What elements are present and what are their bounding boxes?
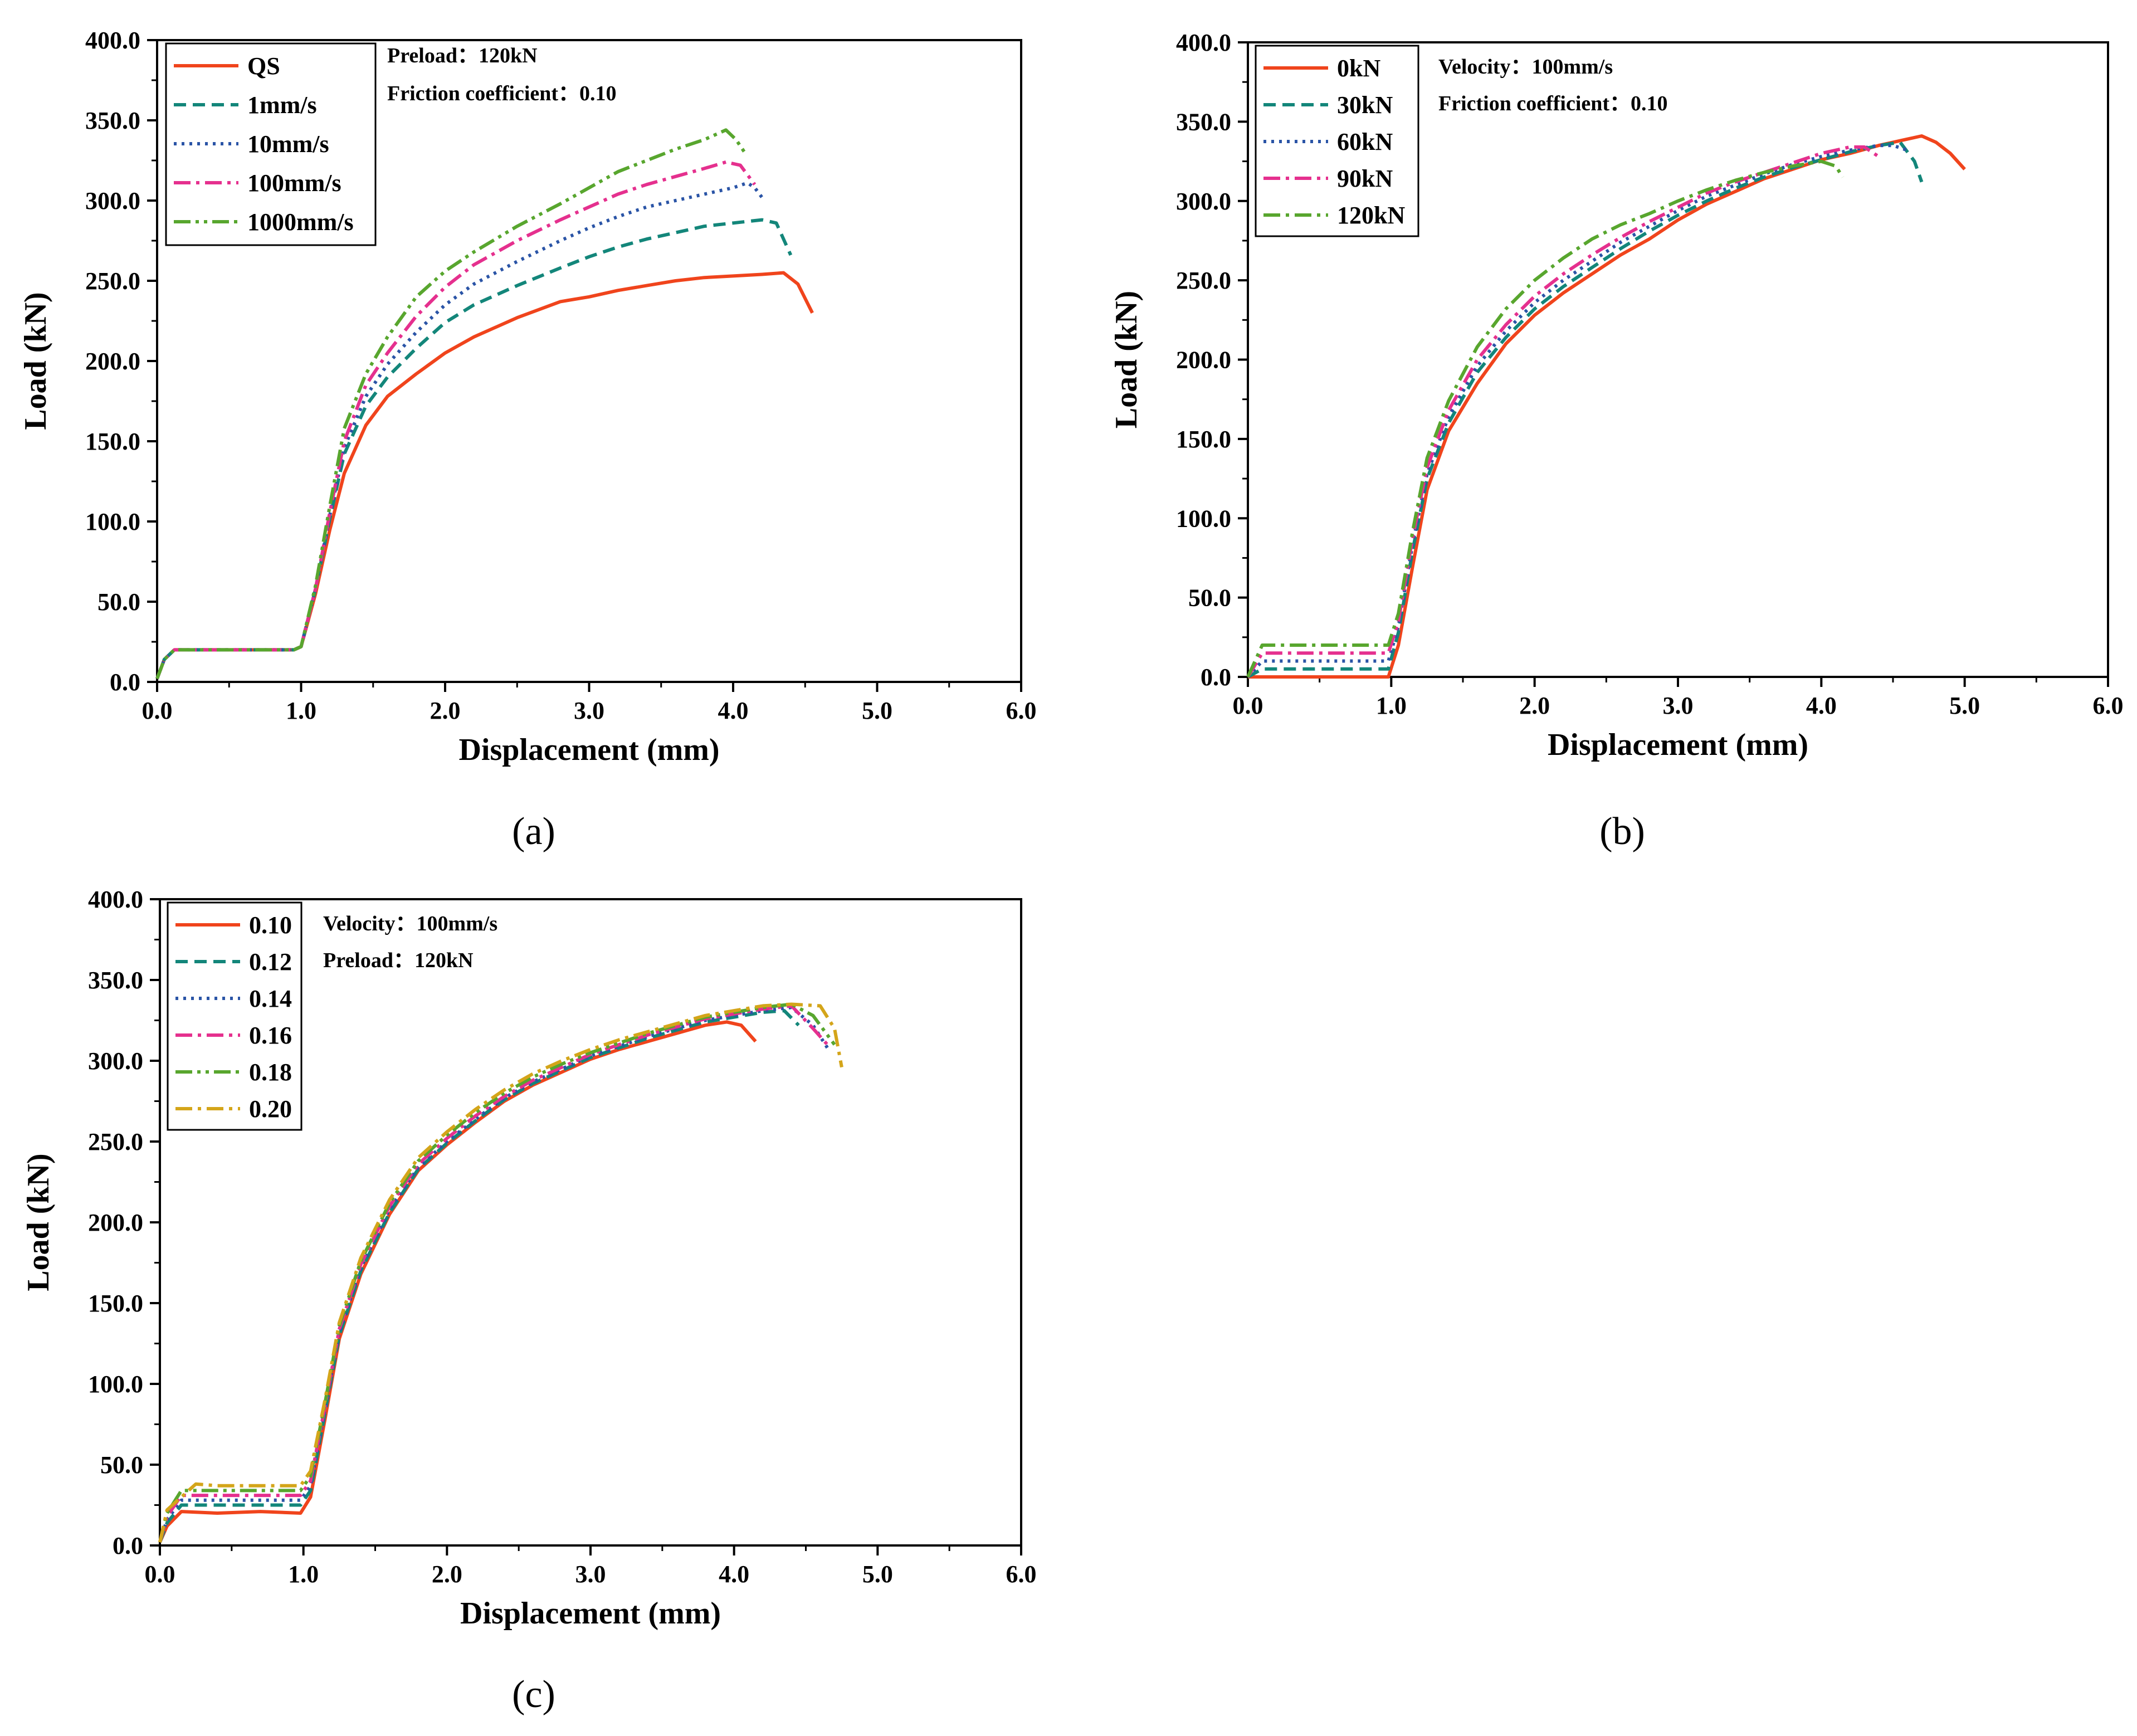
x-axis-title: Displacement (mm) (458, 733, 719, 767)
y-tick-label: 150.0 (88, 1290, 143, 1317)
y-tick-label: 200.0 (1176, 347, 1231, 374)
legend-label: 1mm/s (247, 91, 317, 119)
y-tick-label: 250.0 (88, 1128, 143, 1155)
y-tick-label: 50.0 (97, 588, 140, 616)
x-tick-label: 5.0 (862, 1561, 893, 1588)
y-tick-label: 300.0 (1176, 188, 1231, 215)
legend-label: 0.12 (249, 948, 292, 976)
annotation-text: Preload：120kN (387, 44, 538, 67)
series-line-0-12 (158, 1009, 800, 1543)
legend-label: 0.18 (249, 1059, 292, 1086)
legend-box (165, 42, 377, 246)
legend-label: 90kN (1337, 165, 1393, 192)
y-tick-label: 50.0 (100, 1451, 143, 1479)
y-axis-title: Load (kN) (18, 292, 53, 430)
series-line-90kN (1246, 145, 1880, 678)
annotation-text: Preload：120kN (323, 949, 474, 972)
y-tick-label: 350.0 (1176, 108, 1231, 135)
panel-label: (c) (512, 1673, 555, 1716)
x-tick-label: 4.0 (1806, 692, 1837, 719)
legend-label: 100mm/s (247, 169, 341, 197)
annotation-text: Velocity：100mm/s (1438, 55, 1613, 79)
y-tick-label: 300.0 (85, 187, 140, 214)
legend-label: 30kN (1337, 91, 1393, 119)
legend-label: 1000mm/s (247, 208, 354, 236)
y-tick-label: 350.0 (85, 107, 140, 134)
x-tick-label: 5.0 (862, 697, 892, 724)
annotation-text: Velocity：100mm/s (323, 912, 497, 935)
x-tick-label: 2.0 (1519, 692, 1550, 719)
y-axis-title: Load (kN) (21, 1153, 56, 1291)
y-axis-title: Load (kN) (1109, 291, 1144, 428)
legend-label: QS (247, 52, 280, 80)
y-tick-label: 150.0 (1176, 426, 1231, 453)
series-line-0-20 (158, 1002, 843, 1543)
x-tick-label: 3.0 (575, 1561, 606, 1588)
y-tick-label: 0.0 (113, 1532, 143, 1559)
y-tick-label: 300.0 (88, 1047, 143, 1075)
chart-panel-a: 0.0 1.0 2.0 3.0 4.0 5.0 6.0 0.0 50.0 100.0 150.0 20… (18, 27, 1037, 853)
series-line-30kN (1247, 140, 1924, 679)
y-tick-label: 400.0 (1176, 29, 1231, 56)
x-tick-label: 3.0 (1663, 692, 1694, 719)
series-line-120kN (1246, 159, 1845, 678)
x-axis-title: Displacement (mm) (460, 1596, 721, 1631)
x-tick-label: 6.0 (2093, 692, 2124, 719)
legend-label: 120kN (1337, 202, 1405, 229)
y-tick-label: 200.0 (88, 1209, 143, 1236)
series-line-10mm-s (155, 181, 764, 680)
series-line-60kN (1246, 144, 1908, 679)
y-tick-label: 400.0 (85, 27, 140, 54)
x-tick-label: 6.0 (1006, 697, 1037, 724)
annotation-text: Friction coefficient：0.10 (1438, 92, 1668, 115)
series-line-100mm-s (155, 160, 757, 680)
legend-label: 0.20 (249, 1095, 292, 1123)
panel-label: (a) (512, 810, 555, 853)
legend-box (167, 901, 303, 1131)
x-tick-label: 2.0 (430, 697, 461, 724)
y-tick-label: 0.0 (110, 669, 140, 696)
y-tick-label: 250.0 (1176, 267, 1231, 294)
x-tick-label: 2.0 (432, 1561, 462, 1588)
y-tick-label: 200.0 (85, 348, 140, 375)
legend-box (1255, 45, 1419, 237)
y-tick-label: 350.0 (88, 967, 143, 994)
x-axis-title: Displacement (mm) (1548, 728, 1808, 762)
chart-panel-c: 0.0 1.0 2.0 3.0 4.0 5.0 6.0 0.0 50.0 100.0 150.0 20… (21, 886, 1037, 1716)
x-tick-label: 1.0 (288, 1561, 319, 1588)
legend-label: 0kN (1337, 55, 1380, 82)
y-tick-label: 150.0 (85, 428, 140, 455)
x-tick-label: 1.0 (286, 697, 316, 724)
legend-label: 0.14 (249, 985, 292, 1012)
series-line-0kN (1248, 134, 1966, 679)
y-tick-label: 250.0 (85, 267, 140, 295)
y-tick-label: 50.0 (1188, 584, 1231, 612)
y-tick-label: 100.0 (88, 1371, 143, 1398)
chart-panel-b: 0.0 1.0 2.0 3.0 4.0 5.0 6.0 0.0 50.0 100.0 150.0 20… (1109, 29, 2124, 853)
panel-label: (b) (1599, 810, 1645, 853)
x-tick-label: 4.0 (718, 697, 749, 724)
series-line-1mm-s (155, 218, 793, 680)
x-tick-label: 6.0 (1006, 1561, 1037, 1588)
x-tick-label: 1.0 (1376, 692, 1407, 719)
x-tick-label: 5.0 (1949, 692, 1980, 719)
legend-label: 60kN (1337, 128, 1393, 155)
legend-label: 0.16 (249, 1022, 292, 1049)
x-tick-label: 4.0 (719, 1561, 749, 1588)
y-tick-label: 100.0 (1176, 505, 1231, 532)
x-tick-label: 0.0 (145, 1561, 175, 1588)
series-line-QS (155, 271, 814, 680)
y-tick-label: 400.0 (88, 886, 143, 913)
x-tick-label: 3.0 (574, 697, 604, 724)
legend-label: 10mm/s (247, 130, 329, 158)
x-tick-label: 0.0 (142, 697, 173, 724)
y-tick-label: 0.0 (1201, 664, 1231, 691)
annotation-text: Friction coefficient：0.10 (387, 82, 617, 105)
legend-label: 0.10 (249, 911, 292, 939)
y-tick-label: 100.0 (85, 508, 140, 535)
series-line-0-16 (158, 1004, 829, 1543)
x-tick-label: 0.0 (1233, 692, 1263, 719)
